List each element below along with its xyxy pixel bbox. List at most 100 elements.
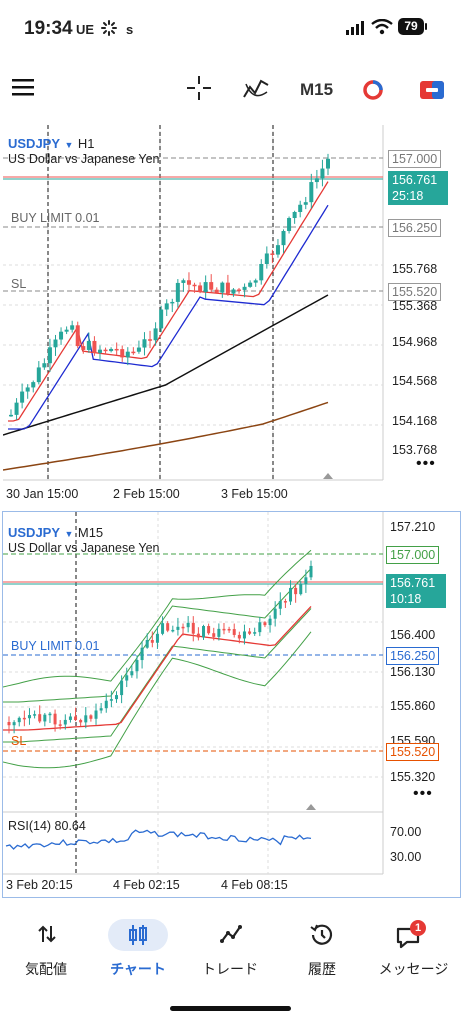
- symbol-label[interactable]: USDJPY: [8, 136, 61, 151]
- candle: [48, 713, 52, 716]
- candle: [59, 331, 64, 340]
- bb-lower-outer: [3, 631, 312, 769]
- candle: [283, 601, 287, 603]
- candle: [225, 282, 230, 294]
- candle: [86, 340, 91, 350]
- candle: [14, 402, 19, 415]
- candle: [7, 722, 11, 726]
- candle: [97, 349, 102, 353]
- candle: [36, 367, 41, 383]
- candle: [89, 715, 93, 719]
- candle: [170, 301, 175, 304]
- candle: [287, 218, 292, 232]
- candle: [17, 717, 21, 723]
- candle: [114, 695, 118, 700]
- candle: [292, 211, 297, 219]
- active-pill: [108, 919, 168, 951]
- candle: [171, 629, 175, 632]
- candle: [202, 626, 206, 638]
- candle: [74, 716, 78, 721]
- sl-label: SL: [11, 277, 27, 291]
- bb-lower: [3, 608, 312, 743]
- price-tick: 156.130: [390, 665, 436, 679]
- candle: [253, 280, 258, 283]
- price-tick: 155.768: [392, 262, 438, 276]
- candle: [309, 565, 313, 578]
- nav-label: 気配値: [25, 961, 67, 977]
- scroll-marker-icon: [323, 473, 333, 479]
- candle: [31, 382, 36, 388]
- candle: [237, 634, 241, 639]
- chart-m15-canvas[interactable]: [3, 512, 384, 895]
- loading-icon: [101, 20, 117, 41]
- candle: [186, 280, 191, 285]
- candle: [232, 629, 236, 635]
- candle: [270, 253, 275, 255]
- candle: [135, 660, 139, 672]
- candle: [294, 587, 298, 595]
- candle: [181, 626, 185, 629]
- candle: [142, 339, 147, 348]
- quotes-icon: [37, 924, 57, 949]
- home-indicator: [170, 1006, 291, 1011]
- candle: [186, 622, 190, 628]
- battery-tip: [425, 23, 427, 30]
- symbol-dropdown-icon[interactable]: ▼: [64, 529, 74, 539]
- symbol-dropdown-icon[interactable]: ▼: [64, 140, 74, 150]
- scroll-marker-icon: [306, 804, 316, 810]
- candle: [304, 577, 308, 584]
- bb-upper-outer: [3, 549, 312, 688]
- candle: [259, 264, 264, 281]
- symbol-label[interactable]: USDJPY: [8, 525, 61, 540]
- timeframe-label: H1: [77, 136, 95, 151]
- more-icon[interactable]: •••: [416, 455, 436, 472]
- one-click-trading-icon[interactable]: [420, 80, 444, 105]
- chart-m15[interactable]: USDJPY ▼ M15 US Dollar vs Japanese Yen B…: [2, 511, 461, 898]
- timeframe-label: M15: [77, 525, 104, 540]
- candle: [237, 289, 242, 291]
- candle: [109, 348, 114, 352]
- nav-label: トレード: [202, 961, 258, 977]
- candle: [70, 325, 75, 330]
- candle: [9, 414, 13, 417]
- trade-clock-icon[interactable]: [362, 79, 384, 106]
- chart-h1-canvas[interactable]: [3, 125, 384, 505]
- more-icon[interactable]: •••: [413, 785, 433, 802]
- candle: [94, 710, 98, 719]
- candle: [150, 640, 154, 643]
- timeframe-button[interactable]: M15: [300, 80, 334, 99]
- rsi-label: RSI(14) 80.64: [8, 819, 86, 833]
- candle: [79, 720, 83, 723]
- indicators-icon[interactable]: [243, 76, 269, 105]
- price-tick: 157.210: [390, 520, 436, 534]
- candle: [155, 633, 159, 643]
- chart-h1[interactable]: USDJPY ▼ H1 US Dollar vs Japanese Yen TP…: [3, 125, 448, 505]
- current-price-box: 156.761 10:18: [386, 574, 446, 608]
- buy-limit-price-box: 156.250: [388, 219, 442, 237]
- candle: [191, 622, 195, 634]
- menu-icon[interactable]: [12, 78, 34, 101]
- candle: [222, 628, 226, 631]
- candle: [209, 282, 214, 290]
- symbol-description: US Dollar vs Japanese Yen: [8, 541, 160, 555]
- trade-icon: [220, 924, 242, 949]
- candle: [120, 680, 124, 696]
- tp-price-box: 157.000: [388, 150, 442, 168]
- candle: [131, 351, 136, 354]
- ma-mid: [3, 605, 312, 731]
- carrier-label: UE: [76, 22, 95, 37]
- candle: [84, 715, 88, 723]
- candle: [192, 284, 197, 287]
- candle: [125, 675, 129, 681]
- candle: [207, 626, 211, 634]
- candle: [320, 168, 325, 179]
- candle: [248, 631, 252, 634]
- candle: [231, 289, 236, 294]
- sl-label: SL: [11, 734, 27, 748]
- candle: [181, 280, 186, 283]
- candle: [227, 628, 231, 631]
- candle: [27, 715, 31, 719]
- price-tick: 153.768: [392, 443, 438, 457]
- crosshair-icon[interactable]: [187, 76, 211, 105]
- price-tick: 155.320: [390, 770, 436, 784]
